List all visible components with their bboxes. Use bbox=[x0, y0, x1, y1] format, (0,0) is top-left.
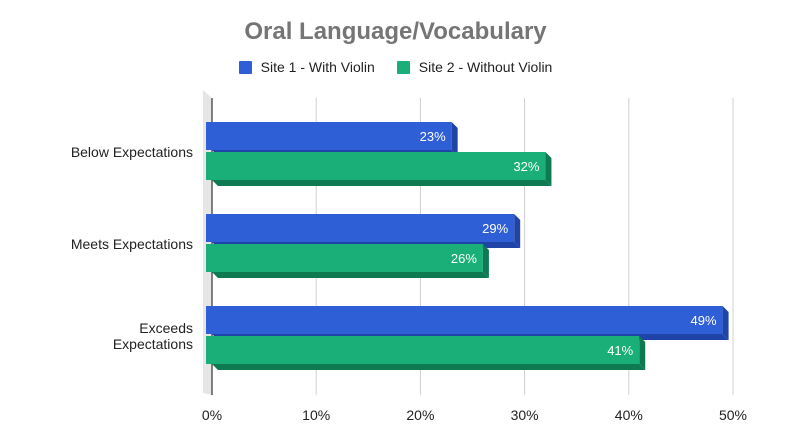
bar bbox=[206, 122, 452, 150]
bar-data-label: 32% bbox=[513, 159, 539, 174]
bar bbox=[206, 214, 515, 242]
bar bbox=[206, 152, 546, 180]
bar-bottom-face bbox=[212, 272, 489, 278]
legend-item-site-2[interactable]: Site 2 - Without Violin bbox=[396, 59, 553, 75]
legend-swatch-site-1 bbox=[238, 60, 252, 74]
category-label: Below Expectations bbox=[71, 144, 193, 160]
bar-data-label: 49% bbox=[691, 313, 717, 328]
x-tick-label: 30% bbox=[511, 407, 539, 423]
bar-bottom-face bbox=[212, 180, 552, 186]
category-label: Exceeds bbox=[139, 320, 193, 336]
bar-side-face bbox=[451, 122, 458, 156]
category-label: Meets Expectations bbox=[71, 236, 193, 252]
bar bbox=[206, 306, 723, 334]
bar-data-label: 26% bbox=[451, 251, 477, 266]
bar-bottom-face bbox=[212, 364, 646, 370]
x-tick-label: 20% bbox=[406, 407, 434, 423]
legend-swatch-site-2 bbox=[396, 60, 410, 74]
x-tick-label: 0% bbox=[202, 407, 222, 423]
bar-side-face bbox=[722, 306, 729, 340]
x-tick-label: 10% bbox=[302, 407, 330, 423]
category-label: Expectations bbox=[113, 336, 193, 352]
bar-data-label: 23% bbox=[420, 129, 446, 144]
x-tick-label: 50% bbox=[719, 407, 747, 423]
bar-side-face bbox=[639, 336, 646, 370]
bar bbox=[206, 244, 483, 272]
legend-item-site-1[interactable]: Site 1 - With Violin bbox=[238, 59, 375, 75]
legend-label-site-1: Site 1 - With Violin bbox=[260, 59, 375, 75]
legend-label-site-2: Site 2 - Without Violin bbox=[418, 59, 553, 75]
bar-side-face bbox=[545, 152, 552, 186]
bar-side-face bbox=[514, 214, 521, 248]
bar-side-face bbox=[482, 244, 489, 278]
legend: Site 1 - With Violin Site 2 - Without Vi… bbox=[0, 59, 791, 75]
x-tick-label: 40% bbox=[615, 407, 643, 423]
bar-data-label: 29% bbox=[482, 221, 508, 236]
chart-title: Oral Language/Vocabulary bbox=[244, 18, 547, 45]
bar-data-label: 41% bbox=[607, 343, 633, 358]
bar bbox=[206, 336, 640, 364]
